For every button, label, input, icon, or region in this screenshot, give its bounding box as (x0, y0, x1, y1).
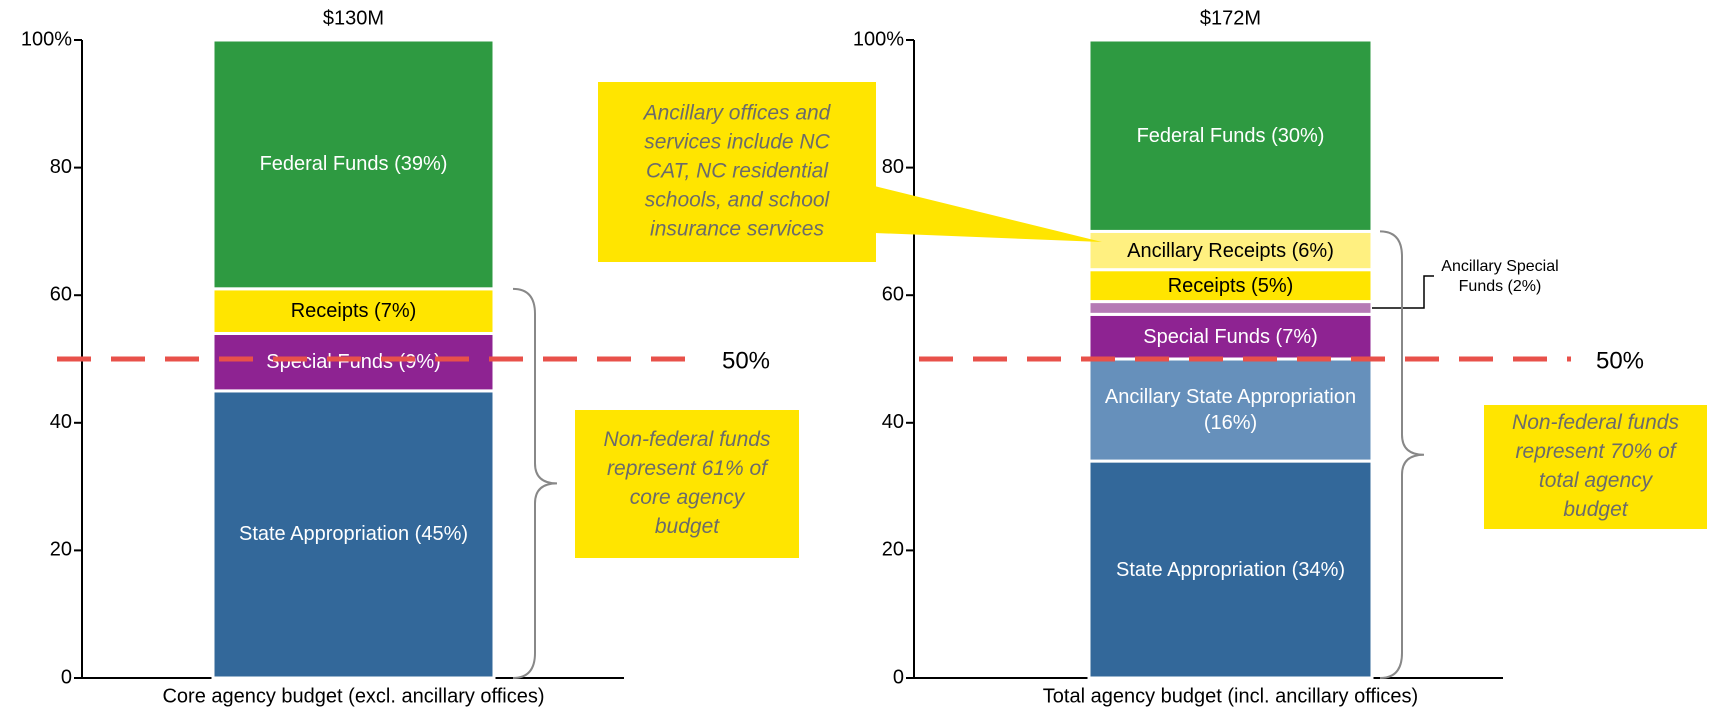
callout-text: total agency (1539, 469, 1654, 492)
callout-text: budget (1563, 498, 1628, 521)
total-label: $130M (323, 7, 384, 29)
bar-segment (1087, 38, 1374, 233)
segment-label: Special Funds (7%) (1143, 325, 1318, 348)
segment-label-box: Receipts (5%) (1167, 274, 1294, 297)
bar-segment (1087, 312, 1374, 361)
note-callout-text: Ancillary offices and (642, 102, 832, 125)
segment-label: Federal Funds (39%) (259, 153, 448, 176)
segment-label: State Appropriation (45%) (238, 523, 469, 546)
bar-segment (211, 287, 496, 335)
brace (512, 287, 558, 679)
callout-text: core agency (630, 486, 746, 509)
bar-segment (211, 331, 496, 393)
segment-label-box: State Appropriation (34%) (1115, 558, 1346, 581)
reference-label: 50% (1596, 347, 1644, 374)
note-callout-text: services include NC (644, 131, 830, 154)
y-tick-label: 60 (882, 283, 904, 305)
bar-segment (1087, 268, 1374, 304)
note-callout-text: schools, and school (645, 189, 831, 212)
segment-label-box: Federal Funds (39%) (259, 153, 448, 176)
segment-label: Receipts (7%) (290, 300, 417, 323)
leader-line (1372, 275, 1434, 309)
y-tick-label: 20 (50, 539, 72, 561)
bar-segment (1087, 229, 1374, 272)
segment-label-box: Ancillary Special Funds (2%) (1441, 257, 1559, 295)
y-tick-label: 20 (882, 539, 904, 561)
segment-label-box: Federal Funds (30%) (1136, 124, 1325, 147)
callout-text: represent 70% of (1516, 440, 1678, 463)
segment-label: Ancillary Receipts (6%) (1127, 239, 1334, 262)
segment-label: Ancillary State Appropriation (16%) (1104, 386, 1357, 435)
brace (1379, 230, 1425, 679)
callout-text: budget (655, 515, 720, 538)
segment-label-box: Receipts (7%) (290, 300, 417, 323)
y-tick-label: 100% (853, 28, 904, 50)
x-axis-label: Total agency budget (incl. ancillary off… (1043, 685, 1418, 707)
callout-box (1484, 405, 1707, 529)
callout-text: Non-federal funds (1512, 411, 1679, 434)
y-tick-label: 60 (50, 283, 72, 305)
bar-segment (211, 389, 496, 680)
segment-label-box: Special Funds (7%) (1143, 325, 1318, 348)
callout-text: Non-federal funds (604, 428, 771, 451)
segment-label-box: Ancillary State Appropriation (16%) (1104, 386, 1357, 435)
callout-box (575, 410, 799, 558)
bar-segment (1087, 300, 1374, 316)
note-callout-text: insurance services (650, 218, 824, 241)
segment-label: Special Funds (9%) (266, 351, 441, 374)
reference-label: 50% (722, 347, 770, 374)
note-callout-text: CAT, NC residential (646, 160, 829, 183)
x-axis-label: Core agency budget (excl. ancillary offi… (162, 685, 544, 707)
y-tick-label: 40 (50, 411, 72, 433)
bar-segment (1087, 357, 1374, 463)
callout-pointer (850, 180, 1102, 242)
segment-label: Ancillary Special Funds (2%) (1441, 257, 1559, 295)
total-label: $172M (1200, 7, 1261, 29)
bar-segment (211, 38, 496, 291)
segment-label: State Appropriation (34%) (1115, 558, 1346, 581)
y-tick-label: 100% (21, 28, 72, 50)
segment-label: Receipts (5%) (1167, 274, 1294, 297)
y-tick-label: 40 (882, 411, 904, 433)
note-callout-box (598, 82, 876, 262)
segment-label: Federal Funds (30%) (1136, 124, 1325, 147)
callout-text: represent 61% of (607, 457, 769, 480)
y-tick-label: 0 (893, 666, 904, 688)
bar-segment (1087, 459, 1374, 680)
segment-label-box: State Appropriation (45%) (238, 523, 469, 546)
segment-label-box: Ancillary Receipts (6%) (1127, 239, 1334, 262)
y-tick-label: 80 (50, 156, 72, 178)
y-tick-label: 80 (882, 156, 904, 178)
segment-label-box: Special Funds (9%) (266, 351, 441, 374)
y-tick-label: 0 (61, 666, 72, 688)
